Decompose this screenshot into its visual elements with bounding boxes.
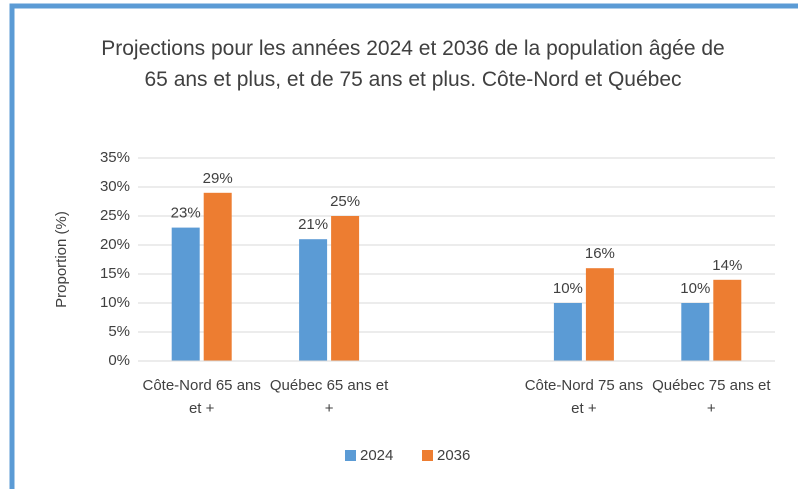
data-label: 14% <box>712 257 742 274</box>
legend-label: 2036 <box>437 447 470 464</box>
chart-title: Projections pour les années 2024 et 2036… <box>101 37 725 91</box>
y-tick-label: 20% <box>100 236 130 253</box>
y-axis-label: Proportion (%) <box>53 211 70 308</box>
bar <box>299 239 328 361</box>
bar <box>713 279 742 361</box>
legend-swatch <box>345 450 356 461</box>
frame <box>9 3 798 489</box>
data-label: 23% <box>171 205 201 222</box>
data-label: 25% <box>330 193 360 210</box>
x-tick-label: Côte-Nord 75 ans et + <box>524 377 644 417</box>
legend-label: 2024 <box>360 447 393 464</box>
y-tick-label: 0% <box>108 352 130 369</box>
bar <box>331 216 360 361</box>
bar <box>553 303 582 361</box>
data-label: 10% <box>680 280 710 297</box>
y-tick-label: 35% <box>100 149 130 166</box>
data-label: 21% <box>298 216 328 233</box>
data-label: 10% <box>553 280 583 297</box>
x-tick-label: Côte-Nord 65 ans et + <box>142 377 261 417</box>
y-tick-label: 10% <box>100 294 130 311</box>
data-label: 16% <box>585 245 615 262</box>
y-tick-label: 30% <box>100 178 130 195</box>
y-tick-label: 25% <box>100 207 130 224</box>
bar <box>203 192 232 361</box>
legend-swatch <box>422 450 433 461</box>
data-label: 29% <box>203 170 233 187</box>
x-tick-label: Québec 75 ans et + <box>652 377 771 417</box>
bar <box>585 268 614 361</box>
y-tick-label: 15% <box>100 265 130 282</box>
bar <box>171 227 200 361</box>
x-tick-label: Québec 65 ans et + <box>269 377 389 417</box>
bar <box>681 303 710 361</box>
y-tick-label: 5% <box>108 323 130 340</box>
